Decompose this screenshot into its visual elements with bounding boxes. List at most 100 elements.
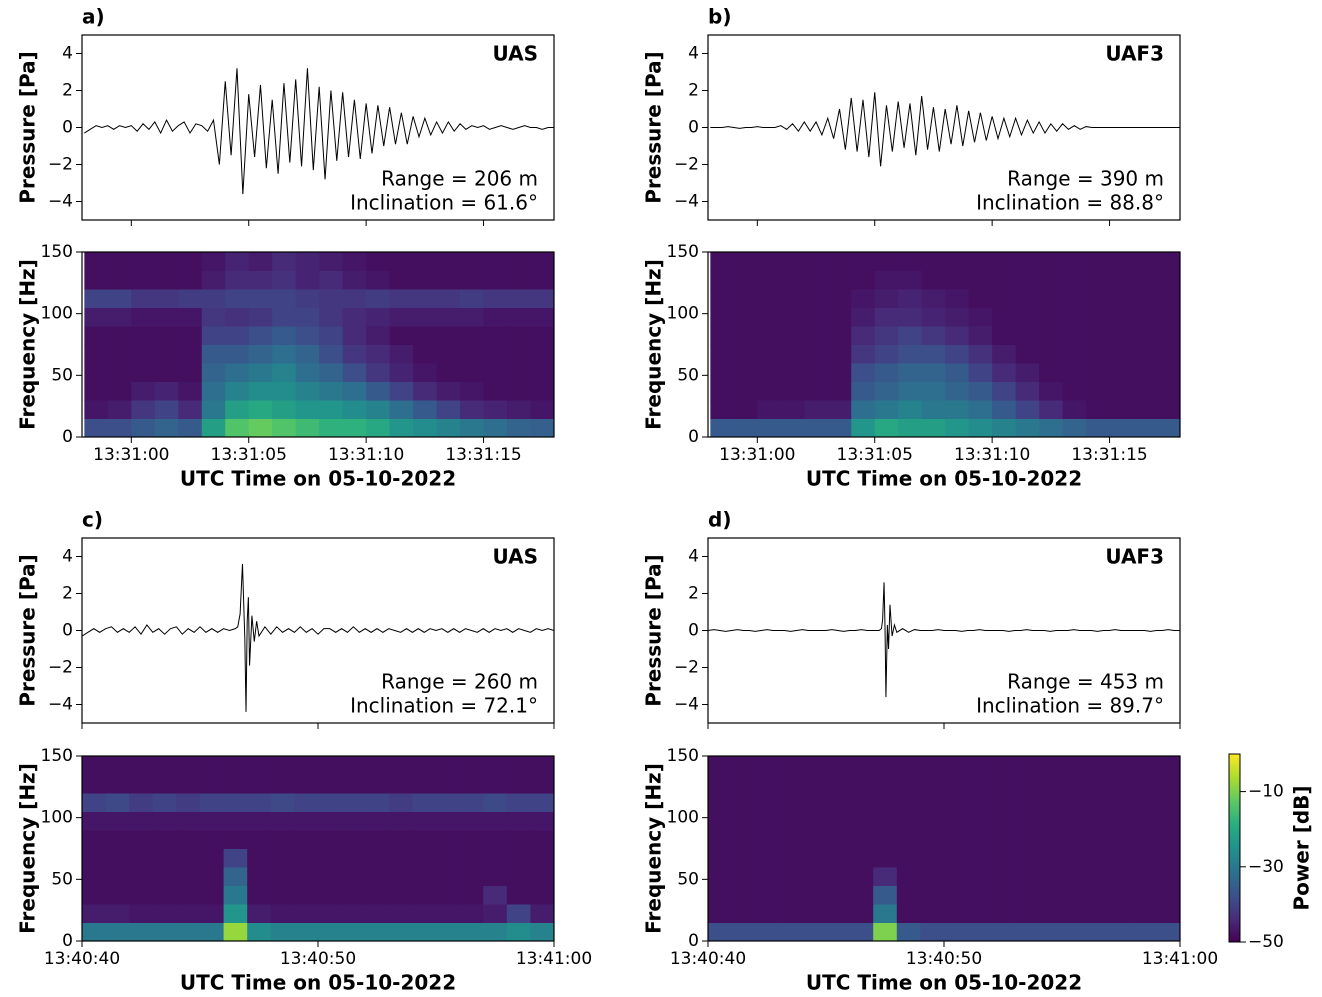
spectrogram-cell bbox=[968, 418, 993, 437]
spectrogram-cell bbox=[82, 922, 107, 941]
spectrogram-cell bbox=[757, 418, 782, 437]
spectrogram-cell bbox=[1156, 885, 1180, 905]
spectrogram-cell bbox=[1062, 363, 1087, 382]
spectrogram-cell bbox=[365, 885, 390, 905]
spectrogram-cell bbox=[1015, 270, 1040, 290]
spectrogram-cell bbox=[851, 270, 876, 290]
spectrogram-cell bbox=[804, 418, 829, 437]
spectrogram-cell bbox=[319, 418, 344, 437]
spectrogram-cell bbox=[826, 922, 851, 941]
spectrogram-cell bbox=[826, 756, 851, 775]
spectrogram-cell bbox=[1086, 363, 1111, 382]
spectrogram-cell bbox=[1039, 307, 1064, 327]
spectrogram-cell bbox=[1014, 885, 1039, 905]
spectrogram-cell bbox=[342, 252, 367, 271]
spectrogram-cell bbox=[176, 922, 201, 941]
spectrogram-cell bbox=[154, 326, 179, 345]
spectrogram-cell bbox=[483, 922, 508, 941]
spectrogram-cell bbox=[968, 400, 993, 419]
spectrogram-cell bbox=[366, 344, 391, 364]
spectrogram-cell bbox=[107, 307, 132, 327]
spectrogram-cell bbox=[412, 848, 437, 868]
spectrogram-cell bbox=[1086, 289, 1111, 308]
spectrogram-cell bbox=[1015, 252, 1040, 271]
spectrogram-cell bbox=[1038, 867, 1063, 886]
plot-area bbox=[84, 252, 554, 437]
spectrogram-cell bbox=[223, 848, 248, 868]
plot-area bbox=[708, 756, 1180, 941]
spectrogram-cell bbox=[318, 904, 343, 923]
spectrogram-cell bbox=[178, 363, 203, 382]
y-axis-label: Pressure [Pa] bbox=[16, 554, 40, 706]
spectrogram-cell bbox=[413, 252, 438, 271]
spectrogram-cell bbox=[896, 811, 921, 831]
spectrogram-cell bbox=[1085, 848, 1110, 868]
spectrogram-cell bbox=[967, 774, 992, 794]
spectrogram-cell bbox=[84, 252, 109, 271]
spectrogram-cell bbox=[436, 400, 461, 419]
spectrogram-cell bbox=[248, 381, 273, 401]
spectrogram-cell bbox=[826, 885, 851, 905]
spectrogram-cell bbox=[105, 904, 130, 923]
spectrogram-cell bbox=[991, 793, 1016, 812]
spectrogram-cell bbox=[272, 270, 297, 290]
spectrogram-cell bbox=[365, 904, 390, 923]
spectrogram-cell bbox=[483, 252, 508, 271]
spectrogram-cell bbox=[733, 344, 758, 364]
spectrogram-cell bbox=[733, 400, 758, 419]
panel-label: d) bbox=[708, 508, 731, 532]
y-tick-label: 100 bbox=[667, 808, 699, 828]
spectrogram-cell bbox=[272, 289, 297, 308]
spectrogram-cell bbox=[530, 811, 554, 831]
spectrogram-cell bbox=[1039, 418, 1064, 437]
spectrogram-cell bbox=[295, 252, 320, 271]
spectrogram-cell bbox=[851, 381, 876, 401]
spectrogram-cell bbox=[318, 774, 343, 794]
spectrogram-cell bbox=[778, 774, 803, 794]
spectrogram-cell bbox=[1109, 418, 1134, 437]
spectrogram-cell bbox=[1109, 848, 1134, 868]
spectrogram-cell bbox=[294, 848, 319, 868]
plot-area bbox=[84, 68, 554, 195]
spectrogram-cell bbox=[757, 307, 782, 327]
spectrogram-cell bbox=[295, 381, 320, 401]
panel-label: c) bbox=[82, 508, 103, 532]
spectrogram-cell bbox=[131, 363, 156, 382]
spectrogram-cell bbox=[874, 270, 899, 290]
spectrogram-cell bbox=[483, 811, 508, 831]
spectrogram-cell bbox=[945, 400, 970, 419]
spectrogram-cell bbox=[436, 363, 461, 382]
spectrogram-cell bbox=[849, 811, 874, 831]
spectrogram-cell bbox=[201, 326, 226, 345]
spectrogram-cell bbox=[483, 400, 508, 419]
spectrogram-cell bbox=[920, 811, 945, 831]
spectrogram-cell bbox=[896, 885, 921, 905]
spectrogram-cell bbox=[945, 363, 970, 382]
spectrogram-cell bbox=[200, 793, 225, 812]
spectrogram-cell bbox=[920, 867, 945, 886]
spectrogram-cell bbox=[804, 381, 829, 401]
spectrogram-cell bbox=[272, 363, 297, 382]
spectrogram-cell bbox=[530, 756, 554, 775]
spectrogram-cell bbox=[129, 774, 154, 794]
spectrogram-cell bbox=[1132, 904, 1157, 923]
spectrogram-cell bbox=[176, 793, 201, 812]
spectrogram-cell bbox=[1133, 252, 1158, 271]
spectrogram-cell bbox=[366, 270, 391, 290]
spectrogram-cell bbox=[131, 289, 156, 308]
spectrogram-cell bbox=[342, 270, 367, 290]
spectrogram-cell bbox=[294, 885, 319, 905]
spectrogram-cell bbox=[460, 307, 485, 327]
y-tick-label: 4 bbox=[62, 44, 73, 64]
spectrogram-cell bbox=[873, 830, 898, 849]
spectrogram-cell bbox=[388, 867, 413, 886]
spectrogram-cell bbox=[1038, 811, 1063, 831]
spectrogram-cell bbox=[152, 811, 177, 831]
axes-frame bbox=[81, 251, 555, 438]
spectrogram-cell bbox=[460, 344, 485, 364]
spectrogram-cell bbox=[483, 830, 508, 849]
spectrogram-cell bbox=[389, 307, 414, 327]
spectrogram-cell bbox=[827, 363, 852, 382]
spectrogram-cell bbox=[1156, 418, 1180, 437]
colorbar-tick-label: −10 bbox=[1248, 782, 1284, 802]
